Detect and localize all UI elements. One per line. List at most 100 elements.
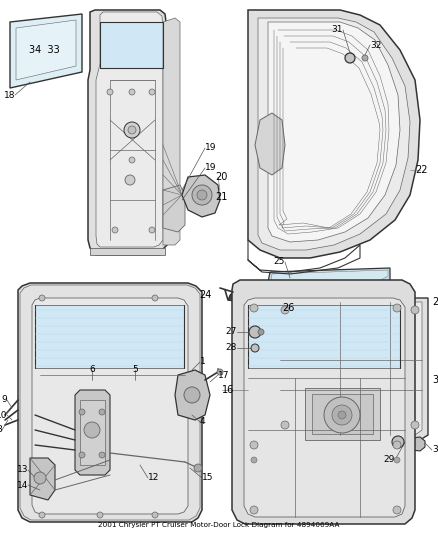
Circle shape [250, 506, 258, 514]
Text: 14: 14 [17, 481, 28, 489]
Text: 25: 25 [274, 257, 285, 266]
Text: 20: 20 [215, 172, 227, 182]
Circle shape [99, 452, 105, 458]
Polygon shape [182, 175, 220, 217]
Text: 2001 Chrysler PT Cruiser Motor-Door Lock Diagram for 4894069AA: 2001 Chrysler PT Cruiser Motor-Door Lock… [98, 522, 340, 528]
Polygon shape [318, 374, 370, 398]
Text: 12: 12 [148, 473, 159, 482]
Polygon shape [18, 283, 202, 522]
Circle shape [39, 295, 45, 301]
Text: 19: 19 [205, 143, 216, 152]
Circle shape [107, 89, 113, 95]
Polygon shape [96, 12, 163, 247]
Circle shape [99, 409, 105, 415]
Polygon shape [90, 248, 165, 255]
Text: 5: 5 [132, 366, 138, 375]
Polygon shape [30, 458, 55, 500]
Polygon shape [244, 298, 405, 517]
Polygon shape [80, 400, 105, 465]
Circle shape [251, 457, 257, 463]
Circle shape [411, 306, 419, 314]
Circle shape [251, 344, 259, 352]
Text: 6: 6 [89, 366, 95, 375]
Circle shape [250, 304, 258, 312]
Text: 31: 31 [332, 26, 343, 35]
Circle shape [97, 512, 103, 518]
Text: 23: 23 [432, 297, 438, 307]
Circle shape [281, 306, 289, 314]
Text: 13: 13 [17, 465, 28, 474]
Circle shape [249, 326, 261, 338]
Polygon shape [228, 282, 388, 301]
Circle shape [124, 122, 140, 138]
Text: 32: 32 [370, 41, 381, 50]
Circle shape [258, 329, 264, 335]
Circle shape [393, 304, 401, 312]
Polygon shape [258, 18, 410, 250]
Circle shape [332, 405, 352, 425]
Polygon shape [312, 394, 373, 434]
Circle shape [197, 190, 207, 200]
Circle shape [125, 175, 135, 185]
Polygon shape [175, 370, 210, 420]
Circle shape [84, 422, 100, 438]
Circle shape [250, 441, 258, 449]
Circle shape [345, 53, 355, 63]
Text: 9: 9 [1, 395, 7, 405]
Polygon shape [16, 20, 76, 80]
Circle shape [79, 409, 85, 415]
Circle shape [152, 295, 158, 301]
Text: 26: 26 [282, 303, 294, 313]
Circle shape [184, 387, 200, 403]
Circle shape [194, 464, 202, 472]
Circle shape [362, 55, 368, 61]
Circle shape [34, 472, 46, 484]
Circle shape [281, 421, 289, 429]
Circle shape [393, 506, 401, 514]
Polygon shape [232, 280, 415, 524]
Polygon shape [75, 390, 110, 475]
Polygon shape [248, 10, 420, 258]
Text: 22: 22 [415, 165, 427, 175]
Text: 19: 19 [205, 164, 216, 173]
Circle shape [39, 512, 45, 518]
Text: 35: 35 [432, 375, 438, 385]
Circle shape [128, 126, 136, 134]
Text: 24: 24 [200, 290, 212, 300]
Circle shape [324, 397, 360, 433]
Polygon shape [280, 302, 422, 435]
Circle shape [79, 452, 85, 458]
Circle shape [411, 421, 419, 429]
Text: 17: 17 [218, 370, 230, 379]
Text: 10: 10 [0, 410, 7, 419]
Polygon shape [305, 388, 380, 440]
Circle shape [129, 157, 135, 163]
Text: 16: 16 [222, 385, 234, 395]
Text: 15: 15 [202, 473, 213, 482]
Circle shape [393, 441, 401, 449]
Polygon shape [10, 14, 82, 88]
Polygon shape [20, 285, 200, 520]
Text: 34  33: 34 33 [28, 45, 60, 55]
Circle shape [338, 411, 346, 419]
Text: 28: 28 [226, 343, 237, 352]
Polygon shape [88, 10, 167, 252]
Circle shape [129, 89, 135, 95]
Polygon shape [270, 270, 388, 292]
Polygon shape [310, 368, 378, 405]
Circle shape [392, 436, 404, 448]
Text: 30: 30 [432, 446, 438, 455]
Text: 18: 18 [4, 91, 15, 100]
Polygon shape [248, 305, 400, 368]
Polygon shape [100, 22, 163, 68]
Circle shape [217, 369, 223, 375]
Text: 29: 29 [384, 456, 395, 464]
Polygon shape [255, 113, 285, 175]
Text: 27: 27 [226, 327, 237, 336]
Polygon shape [35, 305, 184, 368]
Circle shape [152, 512, 158, 518]
Polygon shape [400, 437, 425, 451]
Circle shape [112, 227, 118, 233]
Circle shape [149, 227, 155, 233]
Circle shape [149, 89, 155, 95]
